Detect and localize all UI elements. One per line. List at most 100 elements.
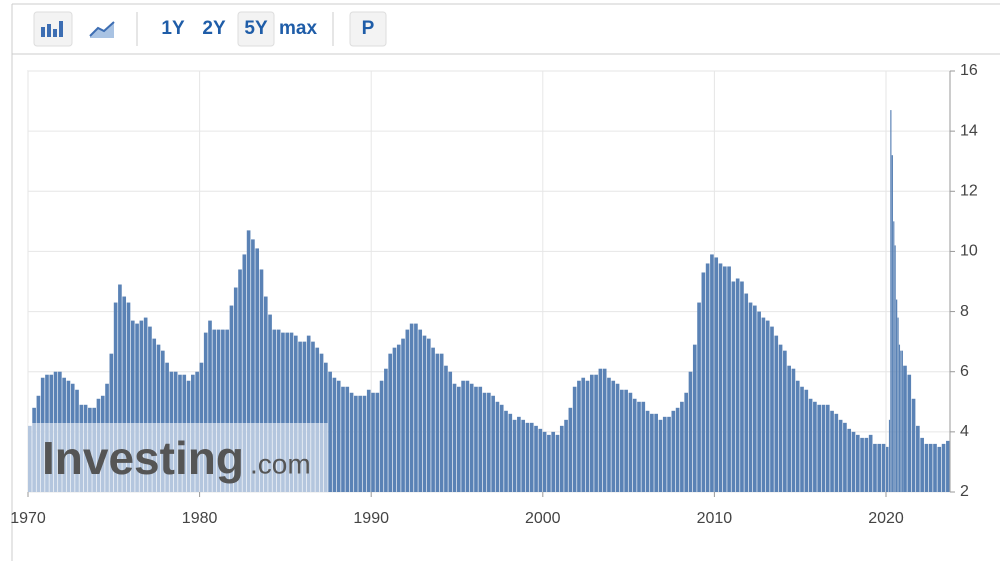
bar bbox=[143, 317, 148, 492]
bar bbox=[118, 284, 122, 492]
bar bbox=[529, 422, 534, 492]
bar bbox=[384, 368, 388, 492]
active-range-bg bbox=[237, 11, 275, 47]
p-button-bg bbox=[349, 11, 387, 47]
bar bbox=[388, 353, 393, 492]
bar bbox=[122, 296, 127, 492]
bar bbox=[808, 398, 813, 492]
bar bbox=[109, 353, 114, 492]
bar bbox=[418, 329, 423, 492]
bar bbox=[482, 392, 487, 492]
bar bbox=[937, 446, 942, 492]
bar bbox=[577, 380, 581, 492]
y-tick-label: 6 bbox=[960, 363, 969, 380]
range-button[interactable]: 2Y bbox=[202, 18, 226, 39]
bar-chart-button[interactable] bbox=[33, 11, 73, 47]
bar bbox=[504, 410, 508, 492]
bar bbox=[641, 401, 646, 492]
bar bbox=[654, 413, 658, 492]
bar bbox=[907, 374, 912, 492]
bar bbox=[229, 305, 234, 492]
bar bbox=[268, 314, 272, 492]
bar bbox=[113, 302, 118, 492]
bar bbox=[358, 395, 362, 492]
range-button[interactable]: 5Y bbox=[244, 18, 268, 39]
bar bbox=[293, 335, 298, 492]
line-chart-button[interactable] bbox=[89, 21, 115, 38]
bar bbox=[898, 344, 901, 492]
bar bbox=[667, 416, 671, 492]
bar bbox=[263, 296, 268, 492]
bar bbox=[722, 266, 727, 492]
bar bbox=[156, 344, 161, 492]
bar bbox=[881, 443, 886, 492]
bar bbox=[233, 287, 238, 492]
bar bbox=[517, 416, 521, 492]
bar bbox=[893, 221, 895, 492]
bar bbox=[461, 380, 465, 492]
bar bbox=[298, 341, 302, 492]
bar bbox=[710, 254, 714, 492]
bar bbox=[255, 248, 260, 492]
bar bbox=[559, 425, 564, 492]
bar bbox=[439, 353, 444, 492]
bar bbox=[589, 374, 594, 492]
bar bbox=[354, 395, 358, 492]
bar bbox=[688, 371, 693, 492]
bar bbox=[637, 401, 641, 492]
bar bbox=[216, 329, 221, 492]
bar bbox=[581, 377, 586, 492]
bar bbox=[572, 386, 577, 492]
bar bbox=[911, 398, 916, 492]
bar bbox=[221, 329, 225, 492]
bar bbox=[757, 311, 761, 492]
bar bbox=[628, 392, 633, 492]
bar bbox=[795, 380, 800, 492]
bar bbox=[900, 350, 902, 492]
y-tick-label: 14 bbox=[960, 122, 978, 139]
bar bbox=[834, 413, 839, 492]
bar bbox=[877, 443, 882, 492]
bar bbox=[409, 323, 414, 492]
bar bbox=[868, 434, 873, 492]
bar bbox=[701, 272, 706, 492]
bar bbox=[770, 326, 774, 492]
bar bbox=[744, 293, 749, 492]
bar bbox=[718, 263, 723, 492]
y-tick-label: 2 bbox=[960, 483, 969, 500]
bar bbox=[735, 278, 740, 492]
bar bbox=[349, 392, 354, 492]
y-tick-label: 12 bbox=[960, 183, 978, 200]
bar bbox=[212, 329, 217, 492]
bar bbox=[362, 395, 367, 492]
watermark-name: Investing bbox=[42, 432, 244, 484]
bar bbox=[684, 392, 689, 492]
range-button[interactable]: max bbox=[279, 18, 317, 39]
icon bbox=[53, 29, 57, 37]
bar bbox=[456, 386, 461, 492]
bar bbox=[272, 329, 277, 492]
bar bbox=[521, 419, 525, 492]
watermark-suffix: .com bbox=[250, 448, 311, 479]
x-tick-label: 2020 bbox=[868, 510, 904, 527]
bar bbox=[302, 341, 307, 492]
bar bbox=[804, 389, 809, 492]
bar bbox=[778, 344, 783, 492]
bar bbox=[465, 380, 470, 492]
p-button[interactable]: P bbox=[362, 18, 375, 39]
bar bbox=[564, 419, 568, 492]
bar bbox=[791, 368, 796, 492]
bar bbox=[920, 437, 924, 492]
bar bbox=[675, 407, 680, 492]
bar bbox=[838, 419, 843, 492]
bar bbox=[311, 341, 315, 492]
bar bbox=[901, 350, 903, 492]
bar bbox=[645, 410, 650, 492]
bar bbox=[705, 263, 710, 492]
bar bbox=[671, 410, 676, 492]
bar bbox=[379, 380, 384, 492]
bar bbox=[525, 422, 530, 492]
range-button[interactable]: 1Y bbox=[161, 18, 185, 39]
watermark-bg bbox=[28, 423, 328, 492]
